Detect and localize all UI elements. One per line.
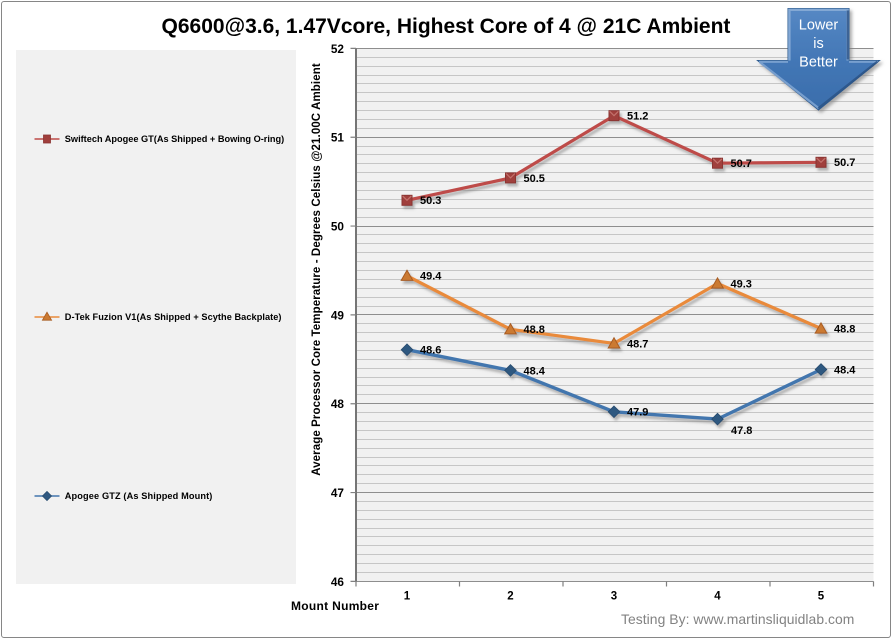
svg-text:48: 48	[331, 397, 345, 411]
svg-text:Better: Better	[799, 55, 838, 71]
svg-text:51.2: 51.2	[627, 111, 648, 123]
svg-text:1: 1	[404, 591, 411, 603]
svg-text:48.4: 48.4	[834, 364, 856, 376]
svg-text:51: 51	[331, 131, 345, 145]
svg-text:Lower: Lower	[799, 18, 839, 34]
svg-text:4: 4	[714, 591, 721, 603]
svg-text:52: 52	[331, 42, 345, 56]
svg-text:3: 3	[611, 591, 617, 603]
svg-text:2: 2	[507, 591, 513, 603]
svg-text:48.6: 48.6	[420, 345, 441, 357]
svg-text:47.8: 47.8	[731, 425, 752, 437]
svg-text:50.7: 50.7	[731, 158, 752, 170]
svg-text:is: is	[813, 36, 823, 52]
svg-text:46: 46	[331, 575, 345, 589]
svg-text:48.8: 48.8	[834, 323, 855, 335]
svg-text:Average Processor Core Tempera: Average Processor Core Temperature - Deg…	[311, 63, 323, 476]
svg-text:50.7: 50.7	[834, 157, 855, 169]
svg-text:49.4: 49.4	[420, 271, 442, 283]
svg-text:50.3: 50.3	[420, 195, 441, 207]
svg-text:50: 50	[331, 220, 345, 234]
svg-text:49.3: 49.3	[731, 278, 752, 290]
svg-text:48.7: 48.7	[627, 338, 648, 350]
svg-text:50.5: 50.5	[524, 173, 545, 185]
svg-text:47: 47	[331, 486, 345, 500]
svg-text:48.4: 48.4	[524, 365, 546, 377]
svg-text:5: 5	[818, 591, 825, 603]
svg-text:47.9: 47.9	[627, 407, 648, 419]
svg-text:49: 49	[331, 308, 345, 322]
svg-text:48.8: 48.8	[524, 324, 545, 336]
